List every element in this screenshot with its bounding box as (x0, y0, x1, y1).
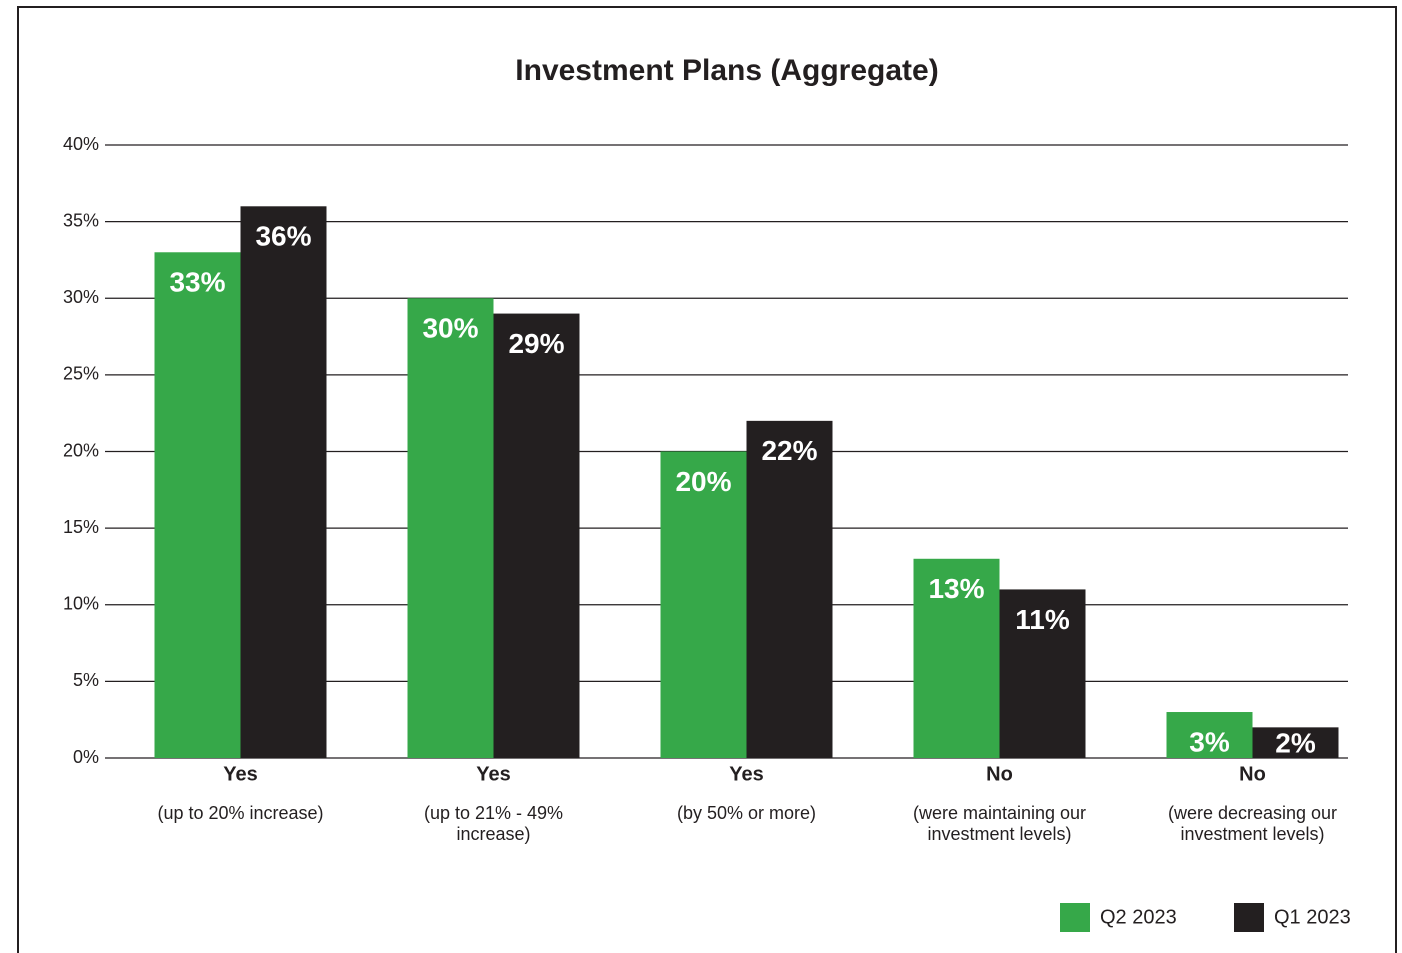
bar (240, 206, 327, 759)
value-label: 11% (1015, 604, 1070, 635)
category-note: (up to 20% increase) (157, 803, 323, 823)
bar (746, 420, 833, 758)
value-label: 22% (761, 435, 817, 466)
y-tick-label: 25% (63, 364, 99, 384)
value-label: 2% (1275, 727, 1316, 758)
bar (493, 313, 580, 758)
bar (1252, 727, 1339, 758)
y-tick-label: 15% (63, 517, 99, 537)
bar (660, 451, 747, 758)
legend-swatch (1234, 903, 1264, 932)
chart-title: Investment Plans (Aggregate) (515, 54, 938, 87)
bar (1166, 712, 1253, 758)
y-tick-label: 35% (63, 210, 99, 230)
x-tick-label: Yes (729, 763, 763, 785)
x-tick-label: No (1239, 763, 1266, 785)
bar (913, 558, 1000, 758)
category-note: (by 50% or more) (677, 803, 816, 823)
category-note: (were maintaining our investment levels) (913, 803, 1086, 844)
category-note: (were decreasing our investment levels) (1168, 803, 1337, 844)
value-label: 3% (1189, 726, 1230, 757)
y-tick-label: 20% (63, 440, 99, 460)
value-label: 36% (255, 221, 311, 252)
bar (154, 252, 241, 758)
y-tick-label: 0% (73, 747, 99, 767)
bar (407, 298, 494, 758)
legend-swatch (1060, 903, 1090, 932)
value-label: 20% (675, 466, 731, 497)
x-tick-label: Yes (223, 763, 257, 785)
value-label: 29% (508, 328, 564, 359)
y-tick-label: 5% (73, 670, 99, 690)
value-label: 30% (422, 313, 478, 344)
y-tick-label: 30% (63, 287, 99, 307)
value-label: 13% (928, 573, 984, 604)
bar (999, 589, 1086, 758)
legend-label: Q1 2023 (1274, 906, 1351, 928)
legend-label: Q2 2023 (1100, 906, 1177, 928)
value-label: 33% (169, 267, 225, 298)
x-tick-label: Yes (476, 763, 510, 785)
y-tick-label: 40% (63, 134, 99, 154)
x-tick-label: No (986, 763, 1013, 785)
category-note: (up to 21% - 49% increase) (424, 803, 563, 844)
y-tick-label: 10% (63, 594, 99, 614)
